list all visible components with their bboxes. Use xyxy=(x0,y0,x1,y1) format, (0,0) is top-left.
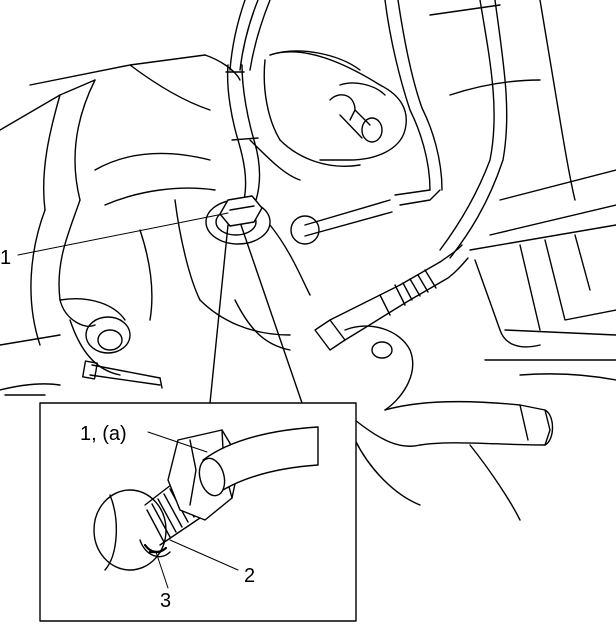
oxygen-sensor-main-drawing xyxy=(219,0,271,227)
callout-leader-3 xyxy=(155,551,169,589)
callout-leader-1a xyxy=(147,431,208,453)
detail-inset xyxy=(39,402,357,622)
inset-cone-right xyxy=(240,224,303,404)
inset-cone-left xyxy=(209,224,229,404)
callout-label-1: 1 xyxy=(0,247,11,269)
callout-label-3: 3 xyxy=(160,590,171,612)
engine-line-art xyxy=(0,0,616,521)
callout-label-1a: 1, (a) xyxy=(80,423,127,445)
callout-label-2: 2 xyxy=(244,565,255,587)
second-oxygen-sensor-drawing xyxy=(314,244,469,351)
callout-leader-2 xyxy=(169,539,239,571)
callout-leader-1 xyxy=(17,212,229,256)
